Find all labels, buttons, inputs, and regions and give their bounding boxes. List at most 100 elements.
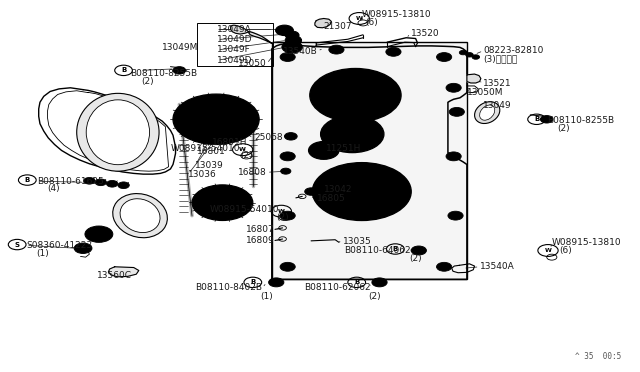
Text: 13521: 13521 xyxy=(483,79,512,88)
Text: B: B xyxy=(534,116,540,122)
Ellipse shape xyxy=(479,105,495,120)
Circle shape xyxy=(106,180,118,187)
Text: B08110-64062: B08110-64062 xyxy=(344,246,411,255)
Circle shape xyxy=(312,163,411,221)
Text: 13049D: 13049D xyxy=(218,35,253,44)
Text: B: B xyxy=(393,246,398,252)
Text: B08110-8255B: B08110-8255B xyxy=(131,69,198,78)
Circle shape xyxy=(118,182,129,189)
Circle shape xyxy=(466,52,473,57)
Text: (3)スタッド: (3)スタッド xyxy=(483,54,518,63)
Circle shape xyxy=(460,50,467,55)
Circle shape xyxy=(280,52,295,61)
Text: 21307: 21307 xyxy=(324,22,353,31)
Circle shape xyxy=(436,52,452,61)
Text: S: S xyxy=(15,241,20,247)
Text: (1): (1) xyxy=(36,249,49,258)
Text: (2): (2) xyxy=(141,77,154,86)
Text: (2): (2) xyxy=(240,151,253,160)
Text: W: W xyxy=(239,147,246,152)
Circle shape xyxy=(310,68,401,122)
Circle shape xyxy=(281,168,291,174)
Text: (1): (1) xyxy=(260,292,273,301)
Text: (2): (2) xyxy=(368,292,381,301)
Text: 13049: 13049 xyxy=(483,101,512,110)
Text: 25068: 25068 xyxy=(254,132,283,142)
Circle shape xyxy=(446,152,461,161)
Text: (2): (2) xyxy=(276,213,289,222)
Text: 13050M: 13050M xyxy=(467,89,504,97)
Text: W08915-13810: W08915-13810 xyxy=(552,238,621,247)
Ellipse shape xyxy=(475,102,500,124)
Ellipse shape xyxy=(113,193,168,238)
Text: B: B xyxy=(121,67,126,73)
Text: 16809: 16809 xyxy=(246,236,275,246)
Text: 13560C: 13560C xyxy=(97,271,132,280)
Text: W: W xyxy=(356,16,363,21)
Text: W08915-54010: W08915-54010 xyxy=(171,144,240,153)
Text: B: B xyxy=(250,279,255,285)
Circle shape xyxy=(173,94,259,144)
Circle shape xyxy=(305,188,317,195)
Circle shape xyxy=(84,177,95,184)
Circle shape xyxy=(280,152,295,161)
Text: 16801: 16801 xyxy=(197,147,226,155)
Circle shape xyxy=(95,179,106,186)
Text: 16807: 16807 xyxy=(246,225,275,234)
Text: 13050: 13050 xyxy=(238,59,267,68)
Text: W: W xyxy=(278,209,285,214)
Text: (2): (2) xyxy=(557,124,570,133)
Circle shape xyxy=(448,211,463,220)
Text: (4): (4) xyxy=(47,185,60,193)
Text: 13540A: 13540A xyxy=(479,262,515,271)
Circle shape xyxy=(449,108,465,116)
Circle shape xyxy=(446,83,461,92)
Text: 16801H: 16801H xyxy=(212,138,247,147)
Polygon shape xyxy=(230,25,249,34)
Circle shape xyxy=(472,55,479,59)
Text: B: B xyxy=(354,279,359,285)
Circle shape xyxy=(372,278,387,287)
Text: 13049M: 13049M xyxy=(162,43,198,52)
Circle shape xyxy=(181,99,251,140)
Circle shape xyxy=(411,246,426,255)
Circle shape xyxy=(285,31,299,39)
Text: (6): (6) xyxy=(559,246,572,255)
Circle shape xyxy=(436,262,452,271)
Text: 13035: 13035 xyxy=(343,237,371,247)
Text: 16808: 16808 xyxy=(238,168,267,177)
Circle shape xyxy=(74,243,92,253)
Circle shape xyxy=(276,25,293,36)
Polygon shape xyxy=(249,32,272,43)
Text: 08223-82810: 08223-82810 xyxy=(483,46,544,55)
Text: 13036: 13036 xyxy=(188,170,217,179)
Circle shape xyxy=(85,226,113,242)
Text: S08360-41223: S08360-41223 xyxy=(26,241,92,250)
Circle shape xyxy=(282,41,302,53)
Circle shape xyxy=(280,262,295,271)
Text: 13049D: 13049D xyxy=(218,56,253,65)
Text: W08915-13810: W08915-13810 xyxy=(362,10,431,19)
Circle shape xyxy=(342,87,369,103)
Text: 13540B: 13540B xyxy=(283,46,317,55)
Polygon shape xyxy=(467,74,481,83)
Circle shape xyxy=(173,67,186,74)
Ellipse shape xyxy=(77,93,159,171)
Circle shape xyxy=(540,116,553,123)
Text: B08110-8255B: B08110-8255B xyxy=(547,116,614,125)
Text: W: W xyxy=(545,248,552,253)
Polygon shape xyxy=(315,19,332,28)
Text: B08110-62062: B08110-62062 xyxy=(304,283,371,292)
FancyBboxPatch shape xyxy=(272,42,467,279)
Text: B: B xyxy=(25,177,30,183)
Text: 13049F: 13049F xyxy=(218,45,251,54)
Circle shape xyxy=(198,189,246,217)
Text: 13042: 13042 xyxy=(324,185,352,194)
Circle shape xyxy=(269,278,284,287)
Text: 13039: 13039 xyxy=(195,161,224,170)
Circle shape xyxy=(386,47,401,56)
Polygon shape xyxy=(108,267,139,277)
Circle shape xyxy=(192,185,253,221)
Text: 13520: 13520 xyxy=(410,29,439,38)
Circle shape xyxy=(285,36,301,45)
